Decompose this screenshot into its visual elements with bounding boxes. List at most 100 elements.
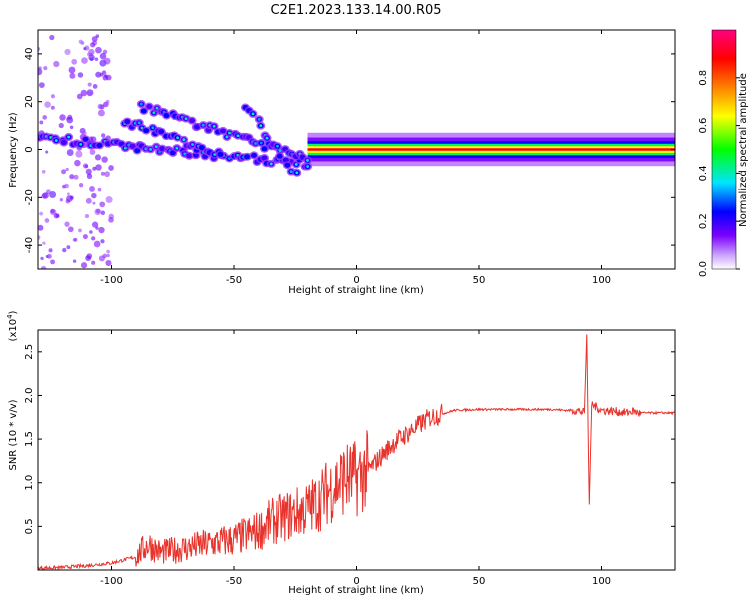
spectrogram-streak-core bbox=[155, 106, 159, 110]
spectrogram-speckle bbox=[89, 149, 96, 155]
spectrogram-streak-blob bbox=[158, 129, 165, 135]
spectrogram-streak-blob bbox=[276, 153, 283, 159]
spectrogram-speckle bbox=[76, 93, 83, 100]
spectrogram-speckle bbox=[49, 191, 57, 198]
spectrogram-speckle bbox=[108, 217, 114, 223]
spectrogram-streak-blob bbox=[261, 155, 268, 161]
spectrogram-speckle bbox=[90, 42, 96, 48]
spectrogram-speckle bbox=[68, 66, 76, 74]
spectrogram-speckle bbox=[73, 174, 79, 180]
spectrogram-speckle bbox=[99, 52, 107, 60]
spectrogram-streak-core bbox=[139, 102, 143, 106]
spectrogram-speckle bbox=[91, 236, 96, 241]
snr-y-label: SNR (10 * v/v) bbox=[8, 399, 19, 470]
spectrogram-streak-core bbox=[137, 121, 141, 125]
spectrogram-speckle bbox=[61, 169, 67, 175]
spectrogram-speckle bbox=[59, 114, 66, 121]
spectrogram-speckle bbox=[100, 210, 106, 216]
spectrogram-speckle bbox=[69, 174, 75, 180]
spectrogram-y-tick-label: -20 bbox=[24, 189, 35, 205]
spectrogram-streak-blob bbox=[96, 142, 103, 149]
spectrogram-x-tick-label: 50 bbox=[473, 275, 486, 286]
spectrogram-speckle bbox=[50, 259, 56, 265]
colorbar-tick-label: 0.6 bbox=[698, 118, 709, 134]
spectrogram-speckle bbox=[104, 171, 110, 178]
figure-title: C2E1.2023.133.14.00.R05 bbox=[270, 3, 441, 18]
colorbar-tick-label: 0.4 bbox=[698, 165, 709, 181]
spectrogram-streak-core bbox=[259, 124, 263, 128]
spectrogram-streak-blob bbox=[217, 151, 224, 157]
spectrogram-streak-core bbox=[259, 141, 263, 145]
spectrogram-streak-core bbox=[265, 136, 269, 140]
spectrogram-x-tick-label: -100 bbox=[100, 275, 123, 286]
spectrogram-speckle bbox=[78, 39, 83, 44]
spectrogram-speckle bbox=[62, 247, 67, 253]
spectrogram-speckle bbox=[39, 211, 44, 216]
spectrogram-streak-core bbox=[191, 143, 194, 146]
spectrogram-speckle bbox=[95, 46, 102, 54]
spectrogram-speckle bbox=[44, 101, 51, 108]
spectrogram-speckle bbox=[78, 228, 82, 233]
spectrogram-streak-core bbox=[306, 158, 309, 162]
spectrogram-streak-core bbox=[182, 138, 186, 142]
spectrogram-speckle bbox=[106, 249, 110, 254]
spectrogram-speckle bbox=[100, 171, 105, 176]
spectrogram-speckle bbox=[38, 46, 41, 52]
spectrogram-speckle bbox=[86, 90, 93, 97]
spectrogram-speckle bbox=[81, 130, 87, 136]
spectrogram-speckle bbox=[77, 72, 84, 78]
spectrogram-streak-blob bbox=[244, 154, 251, 160]
spectrogram-speckle bbox=[78, 183, 84, 188]
spectrogram-streak-core bbox=[54, 139, 58, 142]
spectrogram-streak-blob bbox=[220, 128, 227, 134]
spectrogram-streak-blob bbox=[140, 108, 147, 114]
spectrogram-streak-core bbox=[152, 111, 156, 115]
spectrogram-speckle bbox=[92, 166, 97, 171]
snr-x-tick-label: 100 bbox=[592, 576, 611, 587]
spectrogram-speckle bbox=[38, 82, 45, 89]
spectrogram-speckle bbox=[94, 154, 102, 161]
spectrogram-y-tick-label: 0 bbox=[24, 146, 35, 152]
spectrogram-speckle bbox=[59, 198, 63, 202]
spectrogram-y-tick-label: 40 bbox=[24, 48, 35, 61]
spectrogram-speckle bbox=[48, 248, 53, 253]
colorbar-label: Normalized spectral amplitude bbox=[738, 73, 749, 227]
spectrogram-streak-blob bbox=[284, 162, 291, 168]
spectrogram-streak-blob bbox=[60, 139, 67, 146]
spectrogram-streak-core bbox=[295, 171, 299, 175]
spectrogram-speckle bbox=[95, 164, 102, 171]
snr-x-label: Height of straight line (km) bbox=[288, 585, 424, 596]
snr-y-tick-label: 0.5 bbox=[24, 518, 35, 534]
spectrogram-streak-blob bbox=[159, 145, 166, 152]
spectrogram-speckle bbox=[93, 240, 101, 248]
spectrogram-speckle bbox=[94, 208, 102, 216]
spectrogram-speckle bbox=[42, 241, 46, 245]
spectrogram-speckle bbox=[81, 57, 88, 64]
spectrogram-streak-core bbox=[154, 145, 158, 149]
spectrogram-streak-blob bbox=[169, 150, 176, 156]
spectrogram-speckle bbox=[65, 167, 69, 172]
snr-x-tick-label: 50 bbox=[473, 576, 486, 587]
spectrogram-speckle bbox=[97, 187, 102, 192]
colorbar: 0.0 0.2 0.4 0.6 0.8 Normalized spectral ampl… bbox=[698, 29, 749, 277]
spectrogram-speckle bbox=[40, 256, 44, 261]
spectrogram-streak-core bbox=[175, 146, 179, 150]
spectrogram-speckle bbox=[80, 89, 88, 97]
spectrogram-speckle bbox=[103, 57, 111, 65]
spectrogram-speckle bbox=[69, 72, 76, 79]
spectrogram-x-tick-label: 100 bbox=[592, 275, 611, 286]
spectrogram-speckle bbox=[66, 192, 70, 196]
snr-y-multiplier-base: (x10 bbox=[8, 319, 19, 342]
spectrogram-speckle bbox=[50, 105, 55, 110]
spectrogram-speckle bbox=[39, 120, 44, 125]
spectrogram-speckle bbox=[50, 94, 55, 99]
spectrogram-speckle bbox=[97, 109, 105, 117]
spectrogram-streak-blob bbox=[194, 124, 201, 130]
spectrogram-speckle bbox=[99, 201, 106, 208]
spectrogram-speckle bbox=[98, 226, 105, 234]
spectrogram-speckle bbox=[85, 255, 92, 262]
spectrogram-speckle bbox=[89, 230, 93, 234]
spectrogram-speckle bbox=[75, 150, 83, 158]
spectrogram-speckle bbox=[65, 198, 71, 204]
spectrogram-speckle bbox=[46, 253, 52, 259]
